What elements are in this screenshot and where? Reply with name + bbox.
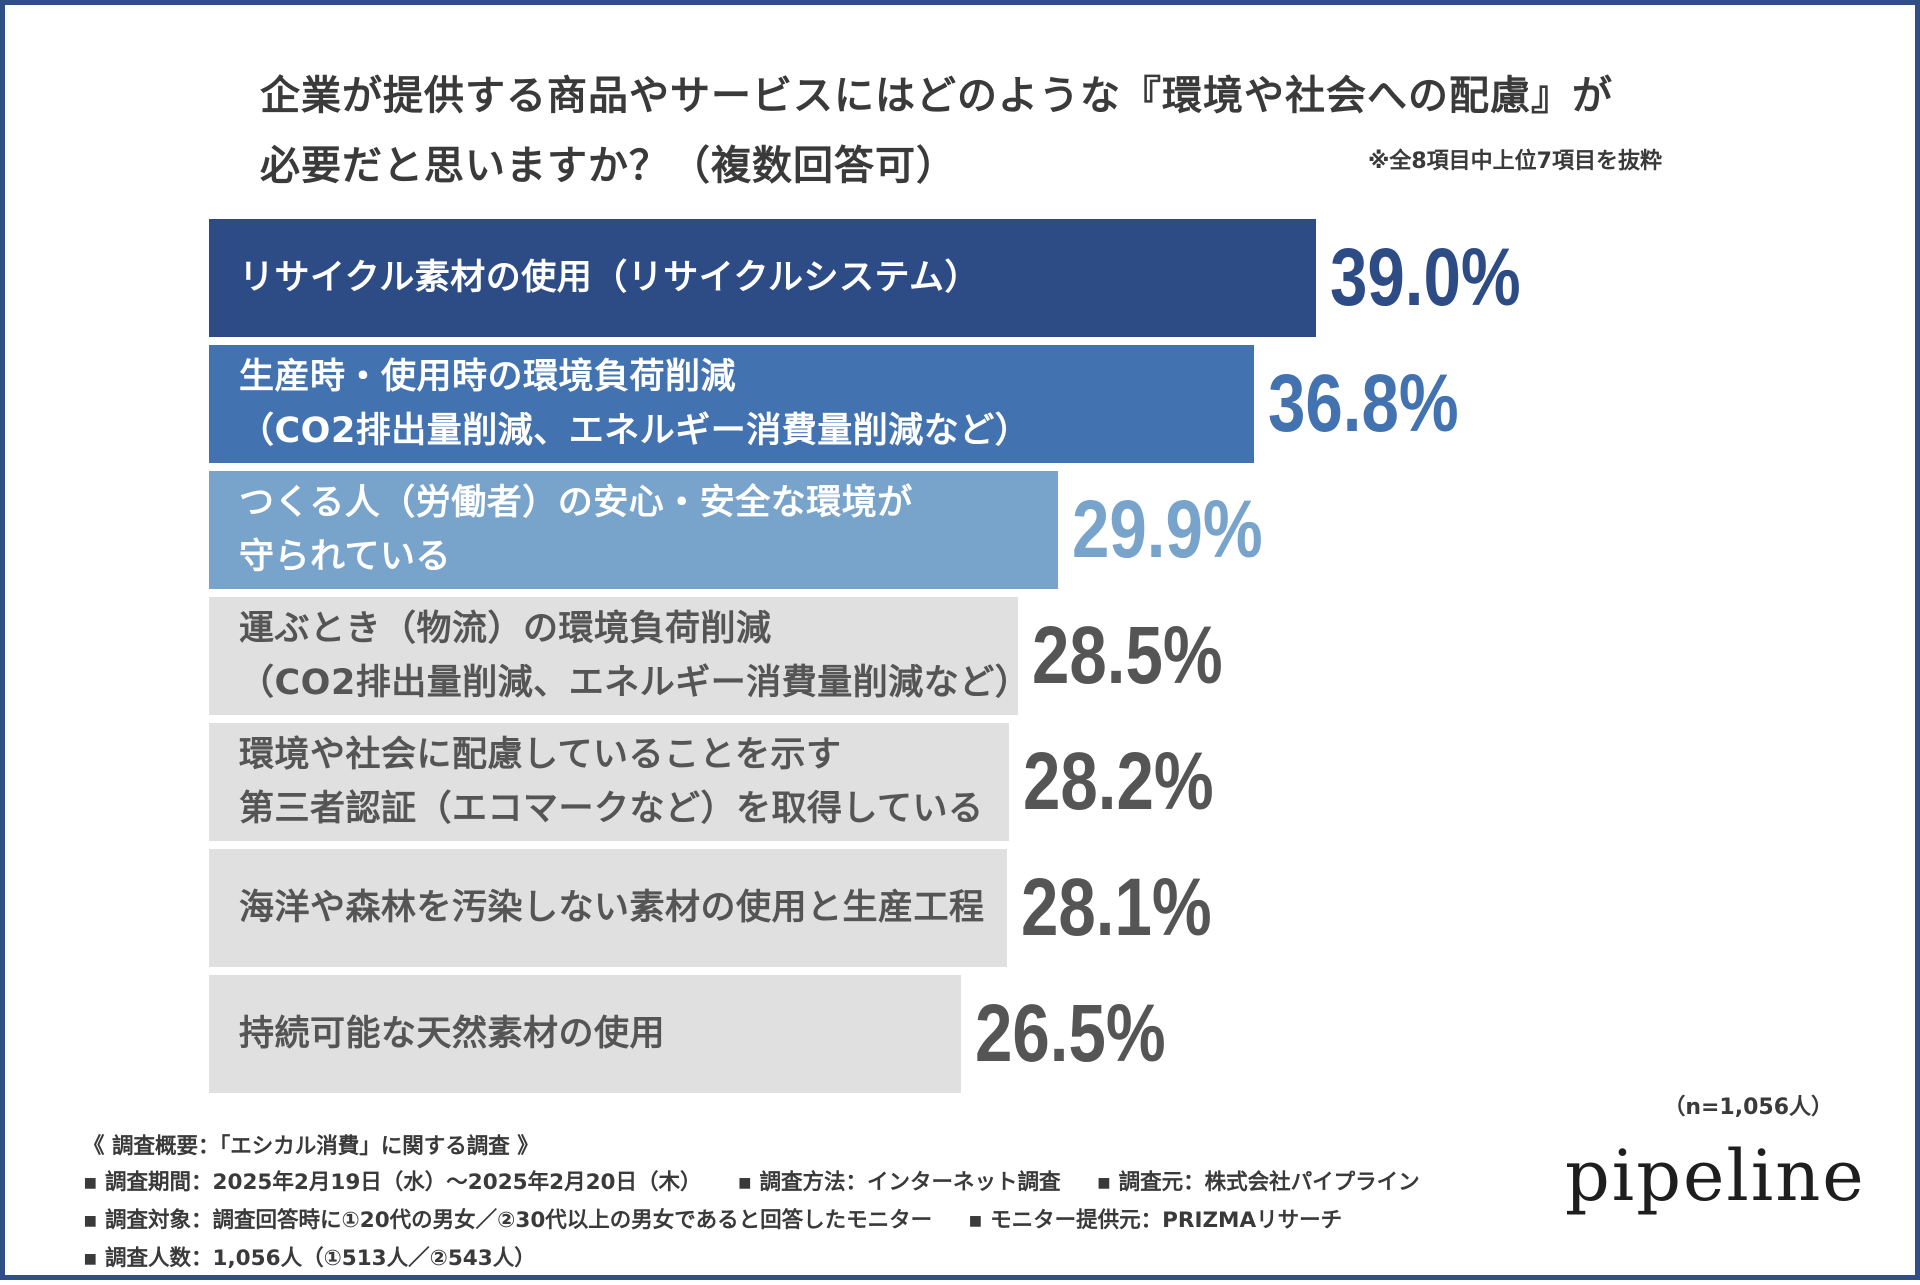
bar-5-label-line-1: 環境や社会に配慮していることを示す	[239, 735, 842, 775]
bar-3: つくる人（労働者）の安心・安全な環境が 守られている	[209, 471, 1058, 589]
bar-2-label-line-2: （CO2排出量削減、エネルギー消費量削減など）	[239, 411, 1031, 451]
footer-row-2: ▪ 調査対象：調査回答時に①20代の男女／②30代以上の男女であると回答したモニ…	[83, 1203, 1378, 1234]
bar-1: リサイクル素材の使用（リサイクルシステム）	[209, 219, 1316, 337]
chart-title-line-1: 企業が提供する商品やサービスにはどのような『環境や社会への配慮』が	[260, 73, 1613, 119]
sample-size: （n=1,056人）	[1663, 1095, 1833, 1120]
footer-count: ▪ 調査人数：1,056人（①513人／②543人）	[83, 1246, 536, 1271]
bar-3-label-line-2: 守られている	[239, 537, 451, 577]
pipeline-logo: pipeline	[1565, 1135, 1866, 1217]
chart-title-line-2: 必要だと思いますか？（複数回答可）	[260, 143, 957, 189]
bar-6: 海洋や森林を汚染しない素材の使用と生産工程	[209, 849, 1007, 967]
footer-heading: 《 調査概要：「エシカル消費」に関する調査 》	[83, 1134, 539, 1159]
bar-2-label-line-1: 生産時・使用時の環境負荷削減	[239, 357, 737, 397]
bar-2: 生産時・使用時の環境負荷削減 （CO2排出量削減、エネルギー消費量削減など）	[209, 345, 1254, 463]
bar-4-label-line-1: 運ぶとき（物流）の環境負荷削減	[239, 609, 772, 649]
bar-1-value-label: 39.0%	[1330, 232, 1521, 323]
bar-chart: リサイクル素材の使用（リサイクルシステム） 39.0% 生産時・使用時の環境負荷削減…	[5, 5, 1920, 1285]
chart-note: ※全8項目中上位7項目を抜粋	[1367, 149, 1662, 174]
footer-source: ▪ 調査元：株式会社パイプライン	[1096, 1170, 1420, 1195]
bar-4-label-line-2: （CO2排出量削減、エネルギー消費量削減など）	[239, 663, 1031, 703]
bar-1-label-line-1: リサイクル素材の使用（リサイクルシステム）	[239, 258, 980, 298]
footer-row-1: ▪ 調査期間：2025年2月19日（水）〜2025年2月20日（木） ▪ 調査方法…	[83, 1165, 1456, 1196]
bar-7: 持続可能な天然素材の使用	[209, 975, 961, 1093]
bar-4-value-label: 28.5%	[1032, 610, 1223, 701]
footer-period: ▪ 調査期間：2025年2月19日（水）〜2025年2月20日（木）	[83, 1170, 702, 1195]
bar-5-value-label: 28.2%	[1023, 736, 1214, 827]
bar-2-value-label: 36.8%	[1268, 358, 1459, 449]
footer-target: ▪ 調査対象：調査回答時に①20代の男女／②30代以上の男女であると回答したモニ…	[83, 1208, 933, 1233]
bar-3-value-label: 29.9%	[1072, 484, 1263, 575]
footer-method: ▪ 調査方法：インターネット調査	[737, 1170, 1061, 1195]
bar-5-label-line-2: 第三者認証（エコマークなど）を取得している	[239, 789, 984, 829]
bar-6-label-line-1: 海洋や森林を汚染しない素材の使用と生産工程	[239, 888, 985, 928]
bar-6-value-label: 28.1%	[1021, 862, 1212, 953]
bar-7-value-label: 26.5%	[975, 988, 1166, 1079]
footer-provider: ▪ モニター提供元：PRIZMAリサーチ	[968, 1208, 1343, 1233]
bar-7-label-line-1: 持続可能な天然素材の使用	[239, 1014, 666, 1054]
bar-3-label-line-1: つくる人（労働者）の安心・安全な環境が	[239, 483, 913, 523]
bar-4: 運ぶとき（物流）の環境負荷削減 （CO2排出量削減、エネルギー消費量削減など）	[209, 597, 1031, 715]
bar-5: 環境や社会に配慮していることを示す第三者認証（エコマークなど）を取得している	[209, 723, 1009, 841]
